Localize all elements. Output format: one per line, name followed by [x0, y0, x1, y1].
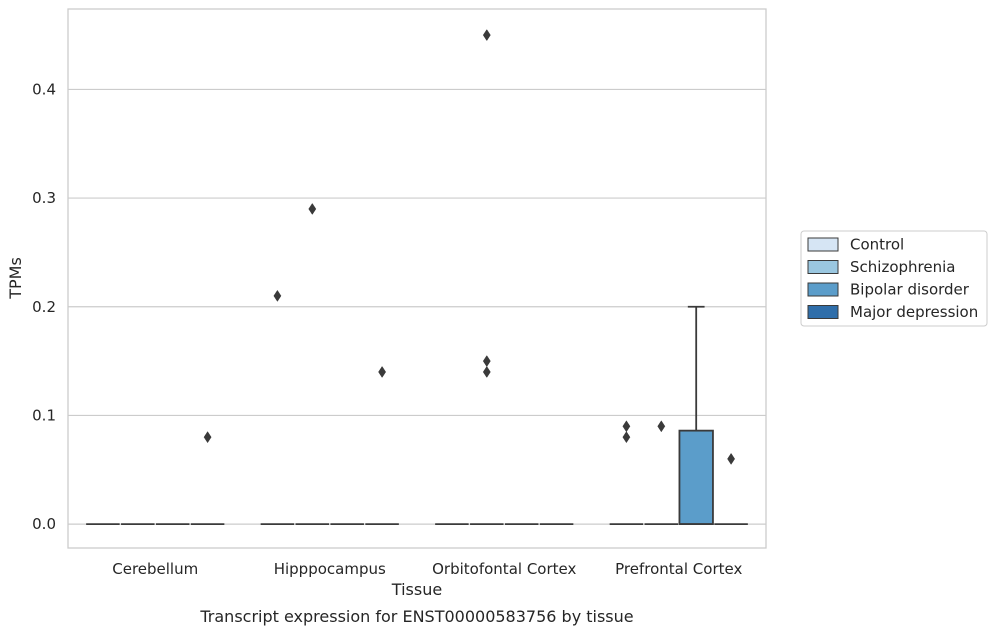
x-tick-label: Prefrontal Cortex	[615, 560, 742, 578]
legend-swatch	[807, 237, 839, 252]
outlier-point	[308, 202, 317, 215]
legend-swatch	[807, 305, 839, 319]
x-tick-labels: Cerebellum Hipppocampus Orbitofontal Corte…	[112, 560, 742, 578]
legend: Control Schizophrenia Bipolar disorder Majo…	[800, 230, 988, 327]
legend-frame	[800, 230, 988, 327]
outlier-point	[482, 365, 491, 378]
y-tick-label: 0.0	[32, 515, 56, 533]
y-tick-label: 0.2	[32, 298, 56, 316]
legend-swatch	[807, 260, 839, 274]
outlier-points	[203, 29, 735, 465]
box-plots	[86, 305, 748, 525]
legend-swatch	[807, 282, 839, 297]
y-tick-label: 0.4	[32, 80, 56, 98]
legend-label: Major depression	[850, 303, 978, 321]
gridlines	[68, 88, 766, 525]
x-tick-label: Orbitofontal Cortex	[432, 560, 576, 578]
legend-label: Schizophrenia	[850, 258, 955, 276]
outlier-point	[657, 420, 666, 433]
legend-label: Control	[850, 236, 904, 254]
y-tick-label: 0.3	[32, 189, 56, 207]
outlier-point	[622, 420, 631, 433]
y-tick-label: 0.1	[32, 406, 56, 424]
x-tick-label: Cerebellum	[112, 560, 198, 578]
outlier-point	[727, 452, 735, 465]
legend-label: Bipolar disorder	[850, 281, 970, 299]
outlier-point	[203, 431, 212, 444]
outlier-point	[482, 355, 491, 368]
outlier-point	[378, 365, 386, 378]
x-axis-title: Tissue	[391, 580, 442, 599]
box	[678, 429, 714, 525]
outlier-point	[482, 29, 491, 42]
chart-caption: Transcript expression for ENST0000058375…	[199, 607, 633, 626]
outlier-point	[273, 289, 282, 302]
y-axis-title: TPMs	[6, 257, 25, 300]
y-tick-labels: 0.0 0.1 0.2 0.3 0.4	[32, 80, 56, 533]
x-tick-label: Hipppocampus	[274, 560, 386, 578]
outlier-point	[622, 431, 631, 444]
plot-frame	[67, 8, 767, 549]
